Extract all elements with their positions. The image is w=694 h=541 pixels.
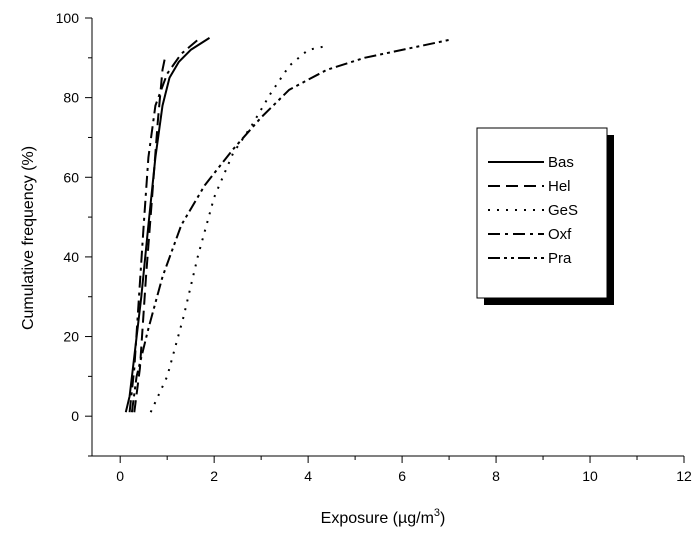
legend-box — [476, 127, 608, 299]
legend-label-ges: GeS — [548, 202, 578, 219]
legend-label-oxf: Oxf — [548, 226, 572, 243]
legend-label-hel: Hel — [548, 178, 571, 195]
y-tick-label: 40 — [63, 249, 79, 265]
y-tick-label: 100 — [56, 10, 80, 26]
x-axis-title-main: Exposure (µg/m — [321, 510, 434, 527]
x-axis-title: Exposure (µg/m3) — [321, 507, 446, 527]
legend-label-bas: Bas — [548, 154, 574, 171]
y-tick-label: 20 — [63, 329, 79, 345]
y-tick-label: 0 — [71, 408, 79, 424]
x-tick-label: 10 — [582, 468, 598, 484]
y-tick-label: 60 — [63, 169, 79, 185]
legend-items: Bas Hel GeS Oxf Pra — [488, 154, 578, 267]
series-line-hel — [133, 53, 167, 413]
x-axis-title-close: ) — [440, 510, 445, 527]
x-tick-label: 0 — [116, 468, 124, 484]
x-tick-label: 6 — [398, 468, 406, 484]
series-line-oxf — [128, 37, 201, 413]
x-axis-title-superscript: 3 — [434, 507, 440, 519]
y-axis-title: Cumulative frequency (%) — [20, 146, 37, 330]
legend-layer: Bas Hel GeS Oxf Pra — [476, 127, 614, 305]
y-tick-label: 80 — [63, 90, 79, 106]
legend-label-pra: Pra — [548, 250, 572, 267]
x-tick-label: 8 — [492, 468, 500, 484]
x-tick-label: 4 — [304, 468, 312, 484]
x-tick-label: 12 — [676, 468, 692, 484]
series-line-ges — [149, 44, 328, 413]
series-line-bas — [124, 37, 211, 413]
series-line-pra — [130, 38, 450, 413]
axes-layer: 0 20 40 60 80 100 0 2 4 6 8 10 12 — [56, 10, 692, 484]
series-layer — [124, 37, 450, 413]
x-tick-label: 2 — [210, 468, 218, 484]
